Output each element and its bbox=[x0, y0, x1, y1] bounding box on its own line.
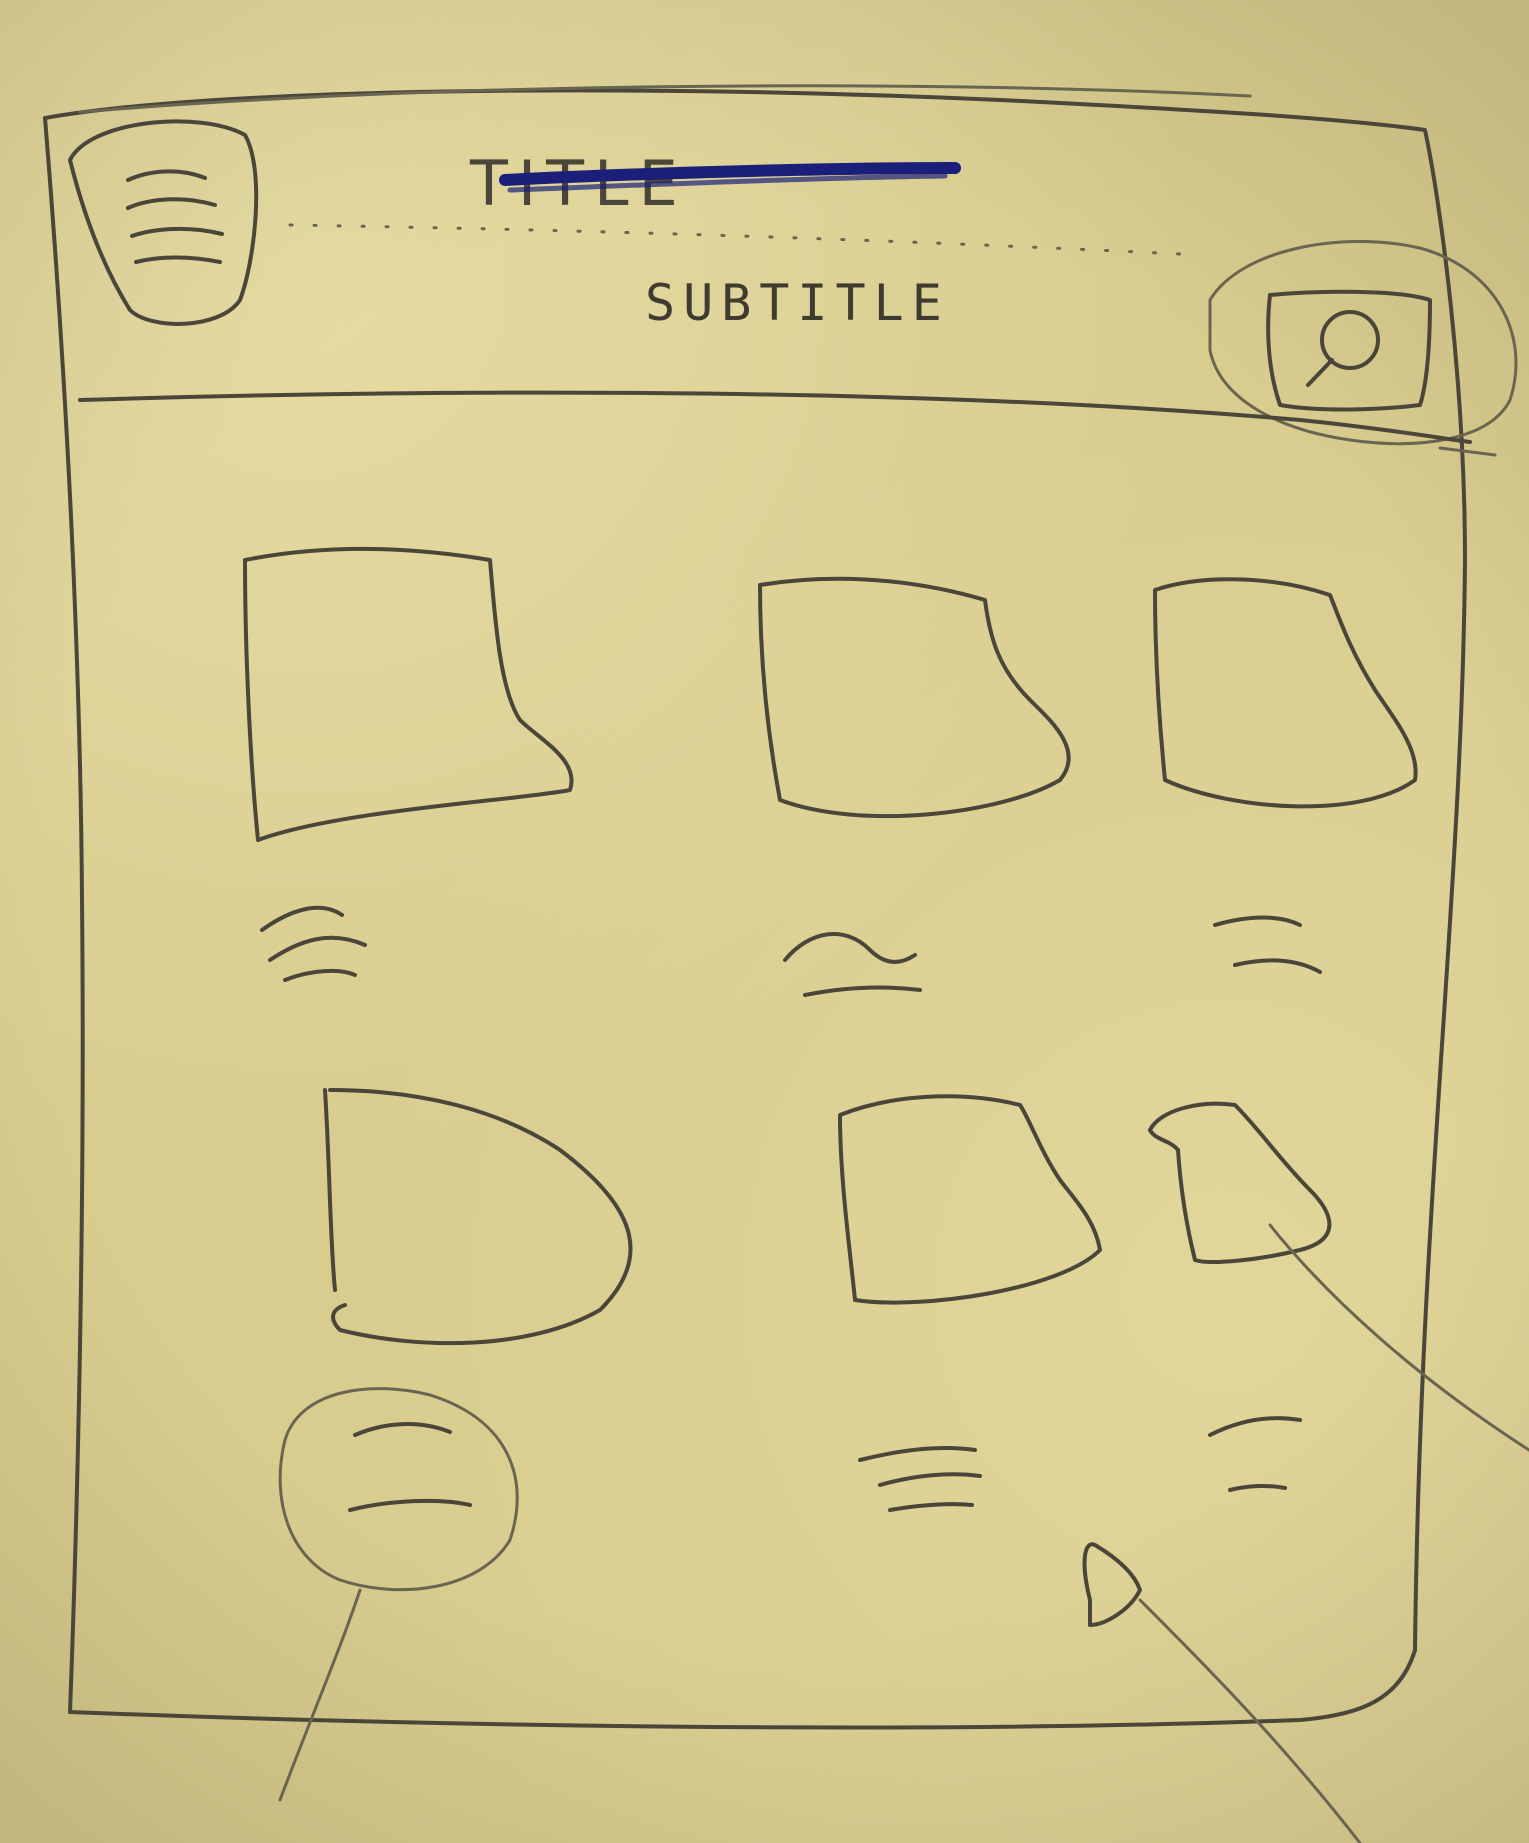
grid-item[interactable] bbox=[278, 1088, 633, 1802]
grid-item[interactable] bbox=[243, 546, 574, 982]
grid-item[interactable] bbox=[1153, 577, 1418, 974]
phone-frame bbox=[43, 84, 1467, 1730]
search-button[interactable] bbox=[1266, 289, 1432, 412]
label-annotation-circle bbox=[278, 1387, 519, 1592]
grid-item[interactable] bbox=[1148, 1101, 1529, 1492]
content-grid bbox=[243, 546, 1529, 1802]
title-strike bbox=[499, 162, 961, 186]
page-subtitle: SUBTITLE bbox=[645, 274, 950, 332]
hamburger-menu-icon[interactable] bbox=[68, 119, 259, 326]
grid-item[interactable] bbox=[758, 576, 1071, 997]
grid-item[interactable] bbox=[838, 1094, 1102, 1512]
search-annotation-circle bbox=[1208, 240, 1518, 446]
pointer-cursor-icon bbox=[1082, 1542, 1362, 1843]
search-icon bbox=[1306, 310, 1380, 387]
app-header: TITLE SUBTITLE bbox=[68, 119, 1518, 457]
